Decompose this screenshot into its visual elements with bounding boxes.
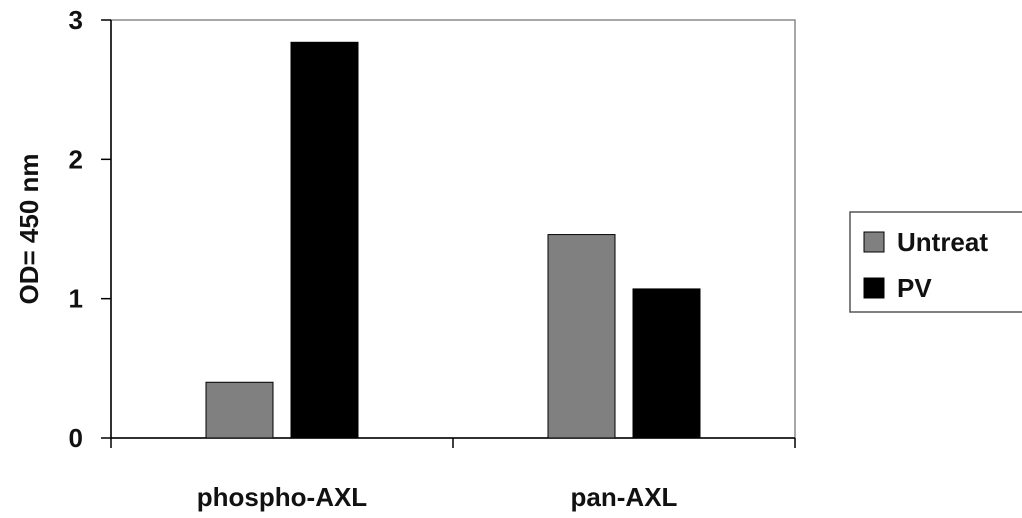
legend-label: Untreat bbox=[897, 227, 988, 257]
x-category-label: pan-AXL bbox=[571, 482, 678, 512]
y-axis-title: OD= 450 nm bbox=[14, 153, 44, 304]
legend-swatch bbox=[863, 231, 885, 253]
y-tick-label: 2 bbox=[69, 144, 83, 174]
legend: Untreat PV bbox=[849, 211, 1022, 313]
y-tick-label: 0 bbox=[69, 423, 83, 453]
x-category-label: phospho-AXL bbox=[197, 482, 368, 512]
bar-pv-pan-axl bbox=[632, 288, 701, 439]
bar-pv-phospho-axl bbox=[290, 41, 359, 439]
x-axis: phospho-AXL pan-AXL bbox=[110, 437, 796, 512]
bars bbox=[205, 41, 701, 439]
y-tick-label: 1 bbox=[69, 284, 83, 314]
y-axis: 0 1 2 3 bbox=[69, 5, 112, 453]
bar-untreat-phospho-axl bbox=[205, 381, 274, 439]
legend-label: PV bbox=[897, 273, 932, 303]
bar-untreat-pan-axl bbox=[547, 234, 616, 439]
legend-swatch bbox=[863, 277, 885, 299]
y-tick-label: 3 bbox=[69, 5, 83, 35]
